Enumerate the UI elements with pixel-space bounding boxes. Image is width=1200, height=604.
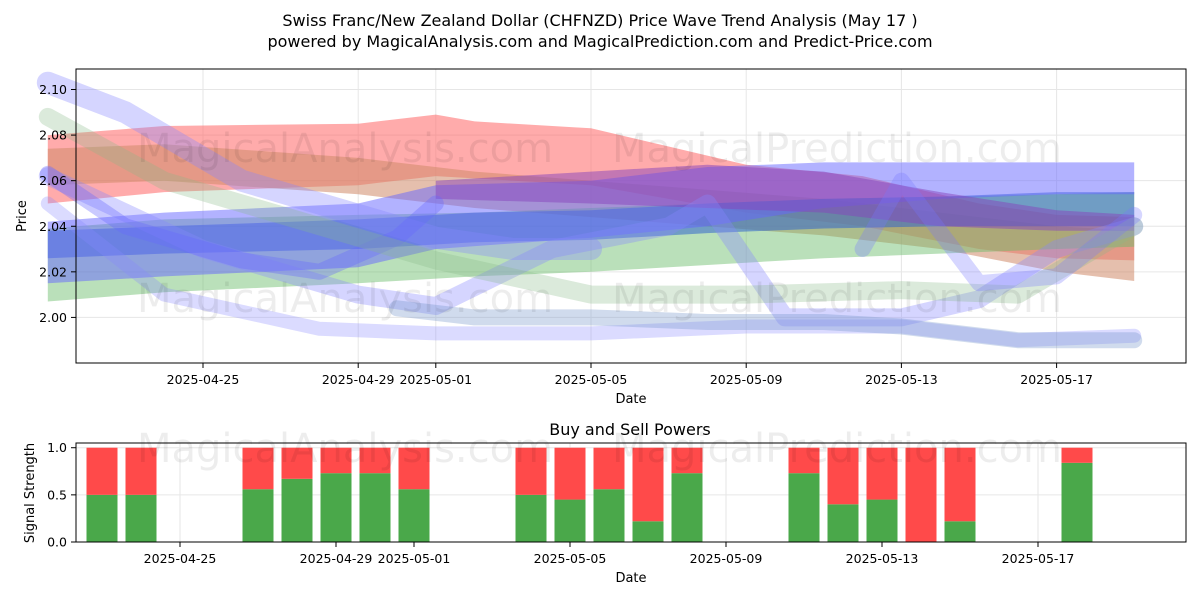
buy-bar bbox=[320, 473, 352, 542]
sell-bar bbox=[125, 447, 157, 495]
buy-bar bbox=[398, 489, 430, 542]
sell-bar bbox=[1061, 447, 1093, 463]
signal-x-tick-label: 2025-05-05 bbox=[534, 551, 607, 566]
price-x-axis-label: Date bbox=[615, 392, 646, 407]
buy-bar bbox=[281, 478, 313, 542]
price-wave-3 bbox=[39, 165, 444, 280]
sell-bar bbox=[905, 447, 937, 542]
buy-bar bbox=[1061, 462, 1093, 542]
buy-bar bbox=[866, 499, 898, 542]
price-x-tick-label: 2025-04-25 bbox=[167, 372, 240, 387]
sell-bar bbox=[788, 447, 820, 474]
price-waves bbox=[36, 71, 1144, 349]
price-y-tick-label: 2.00 bbox=[39, 310, 67, 325]
signal-y-axis-label: Signal Strength bbox=[23, 443, 38, 543]
signal-axes-frame bbox=[75, 442, 1187, 543]
sell-bar bbox=[827, 447, 859, 505]
signal-x-axis-label: Date bbox=[615, 571, 646, 586]
signal-y-tick-label: 0.5 bbox=[47, 487, 67, 502]
watermark-left: MagicalAnalysis.com bbox=[137, 426, 553, 472]
signal-panel-title: Buy and Sell Powers bbox=[549, 420, 711, 439]
price-wave-6 bbox=[854, 172, 1143, 292]
sell-bar bbox=[593, 447, 625, 490]
watermark-left: MagicalAnalysis.com bbox=[137, 126, 553, 172]
buy-bar bbox=[359, 473, 391, 542]
buy-bar bbox=[515, 494, 547, 542]
signal-x-tick-label: 2025-05-01 bbox=[378, 551, 451, 566]
price-y-axis-label: Price bbox=[15, 200, 30, 232]
price-axes-frame bbox=[75, 68, 1187, 364]
watermark-right: MagicalPrediction.com bbox=[612, 276, 1062, 322]
sell-bar bbox=[632, 447, 664, 522]
price-y-tick-label: 2.08 bbox=[39, 128, 67, 143]
sell-bar bbox=[281, 447, 313, 479]
price-wave-0 bbox=[36, 71, 602, 260]
price-wave-4 bbox=[389, 300, 1143, 349]
watermark-right: MagicalPrediction.com bbox=[612, 126, 1062, 172]
signal-panel: Buy and Sell Powers MagicalAnalysis.com … bbox=[23, 420, 1187, 586]
chart-title-line1: Swiss Franc/New Zealand Dollar (CHFNZD) … bbox=[282, 11, 917, 30]
signal-x-tick-label: 2025-04-25 bbox=[144, 551, 217, 566]
sell-bar bbox=[86, 447, 118, 495]
signal-x-ticks: 2025-04-25 2025-04-29 2025-05-01 2025-05-05… bbox=[144, 542, 1075, 566]
price-y-tick-label: 2.06 bbox=[39, 173, 67, 188]
buy-bar bbox=[554, 499, 586, 542]
buy-bar bbox=[944, 521, 976, 542]
signal-bars bbox=[86, 447, 1093, 542]
price-x-tick-label: 2025-05-05 bbox=[555, 372, 628, 387]
buy-bar bbox=[827, 504, 859, 542]
chart-title-line2: powered by MagicalAnalysis.com and Magic… bbox=[267, 32, 932, 51]
signal-y-tick-label: 0.0 bbox=[47, 535, 67, 550]
watermark-left: MagicalAnalysis.com bbox=[137, 276, 553, 322]
price-x-tick-label: 2025-05-01 bbox=[399, 372, 472, 387]
buy-bar bbox=[632, 521, 664, 542]
price-x-tick-label: 2025-05-13 bbox=[865, 372, 938, 387]
price-wave-5 bbox=[38, 107, 1144, 304]
price-x-tick-label: 2025-05-09 bbox=[710, 372, 783, 387]
signal-y-tick-label: 1.0 bbox=[47, 440, 67, 455]
price-bands bbox=[47, 114, 1135, 302]
price-y-ticks: 2.00 2.02 2.04 2.06 2.08 2.10 bbox=[39, 82, 76, 325]
price-wave-2 bbox=[40, 196, 1142, 348]
price-band-5 bbox=[435, 164, 1135, 231]
sell-bar bbox=[554, 447, 586, 500]
sell-bar bbox=[671, 447, 703, 474]
buy-bar bbox=[788, 473, 820, 542]
price-wave-1 bbox=[38, 167, 1144, 327]
signal-x-tick-label: 2025-04-29 bbox=[300, 551, 373, 566]
signal-x-tick-label: 2025-05-09 bbox=[690, 551, 763, 566]
price-y-tick-label: 2.10 bbox=[39, 82, 67, 97]
signal-x-tick-label: 2025-05-17 bbox=[1002, 551, 1075, 566]
price-x-tick-label: 2025-05-17 bbox=[1020, 372, 1093, 387]
sell-bar bbox=[242, 447, 274, 490]
sell-bar bbox=[320, 447, 352, 474]
price-x-tick-label: 2025-04-29 bbox=[322, 372, 395, 387]
buy-bar bbox=[86, 494, 118, 542]
sell-bar bbox=[944, 447, 976, 522]
sell-bar bbox=[398, 447, 430, 490]
watermark-right: MagicalPrediction.com bbox=[612, 426, 1062, 472]
buy-bar bbox=[593, 489, 625, 542]
buy-bar bbox=[671, 473, 703, 542]
price-y-tick-label: 2.04 bbox=[39, 219, 67, 234]
price-y-tick-label: 2.02 bbox=[39, 264, 67, 279]
buy-bar bbox=[242, 489, 274, 542]
sell-bar bbox=[515, 447, 547, 495]
signal-x-tick-label: 2025-05-13 bbox=[846, 551, 919, 566]
price-x-ticks: 2025-04-25 2025-04-29 2025-05-01 2025-05-05… bbox=[167, 363, 1093, 387]
price-panel: MagicalAnalysis.com MagicalPrediction.co… bbox=[15, 68, 1187, 407]
sell-bar bbox=[866, 447, 898, 500]
sell-bar bbox=[359, 447, 391, 474]
signal-y-ticks: 0.0 0.5 1.0 bbox=[47, 440, 76, 550]
buy-bar bbox=[125, 494, 157, 542]
